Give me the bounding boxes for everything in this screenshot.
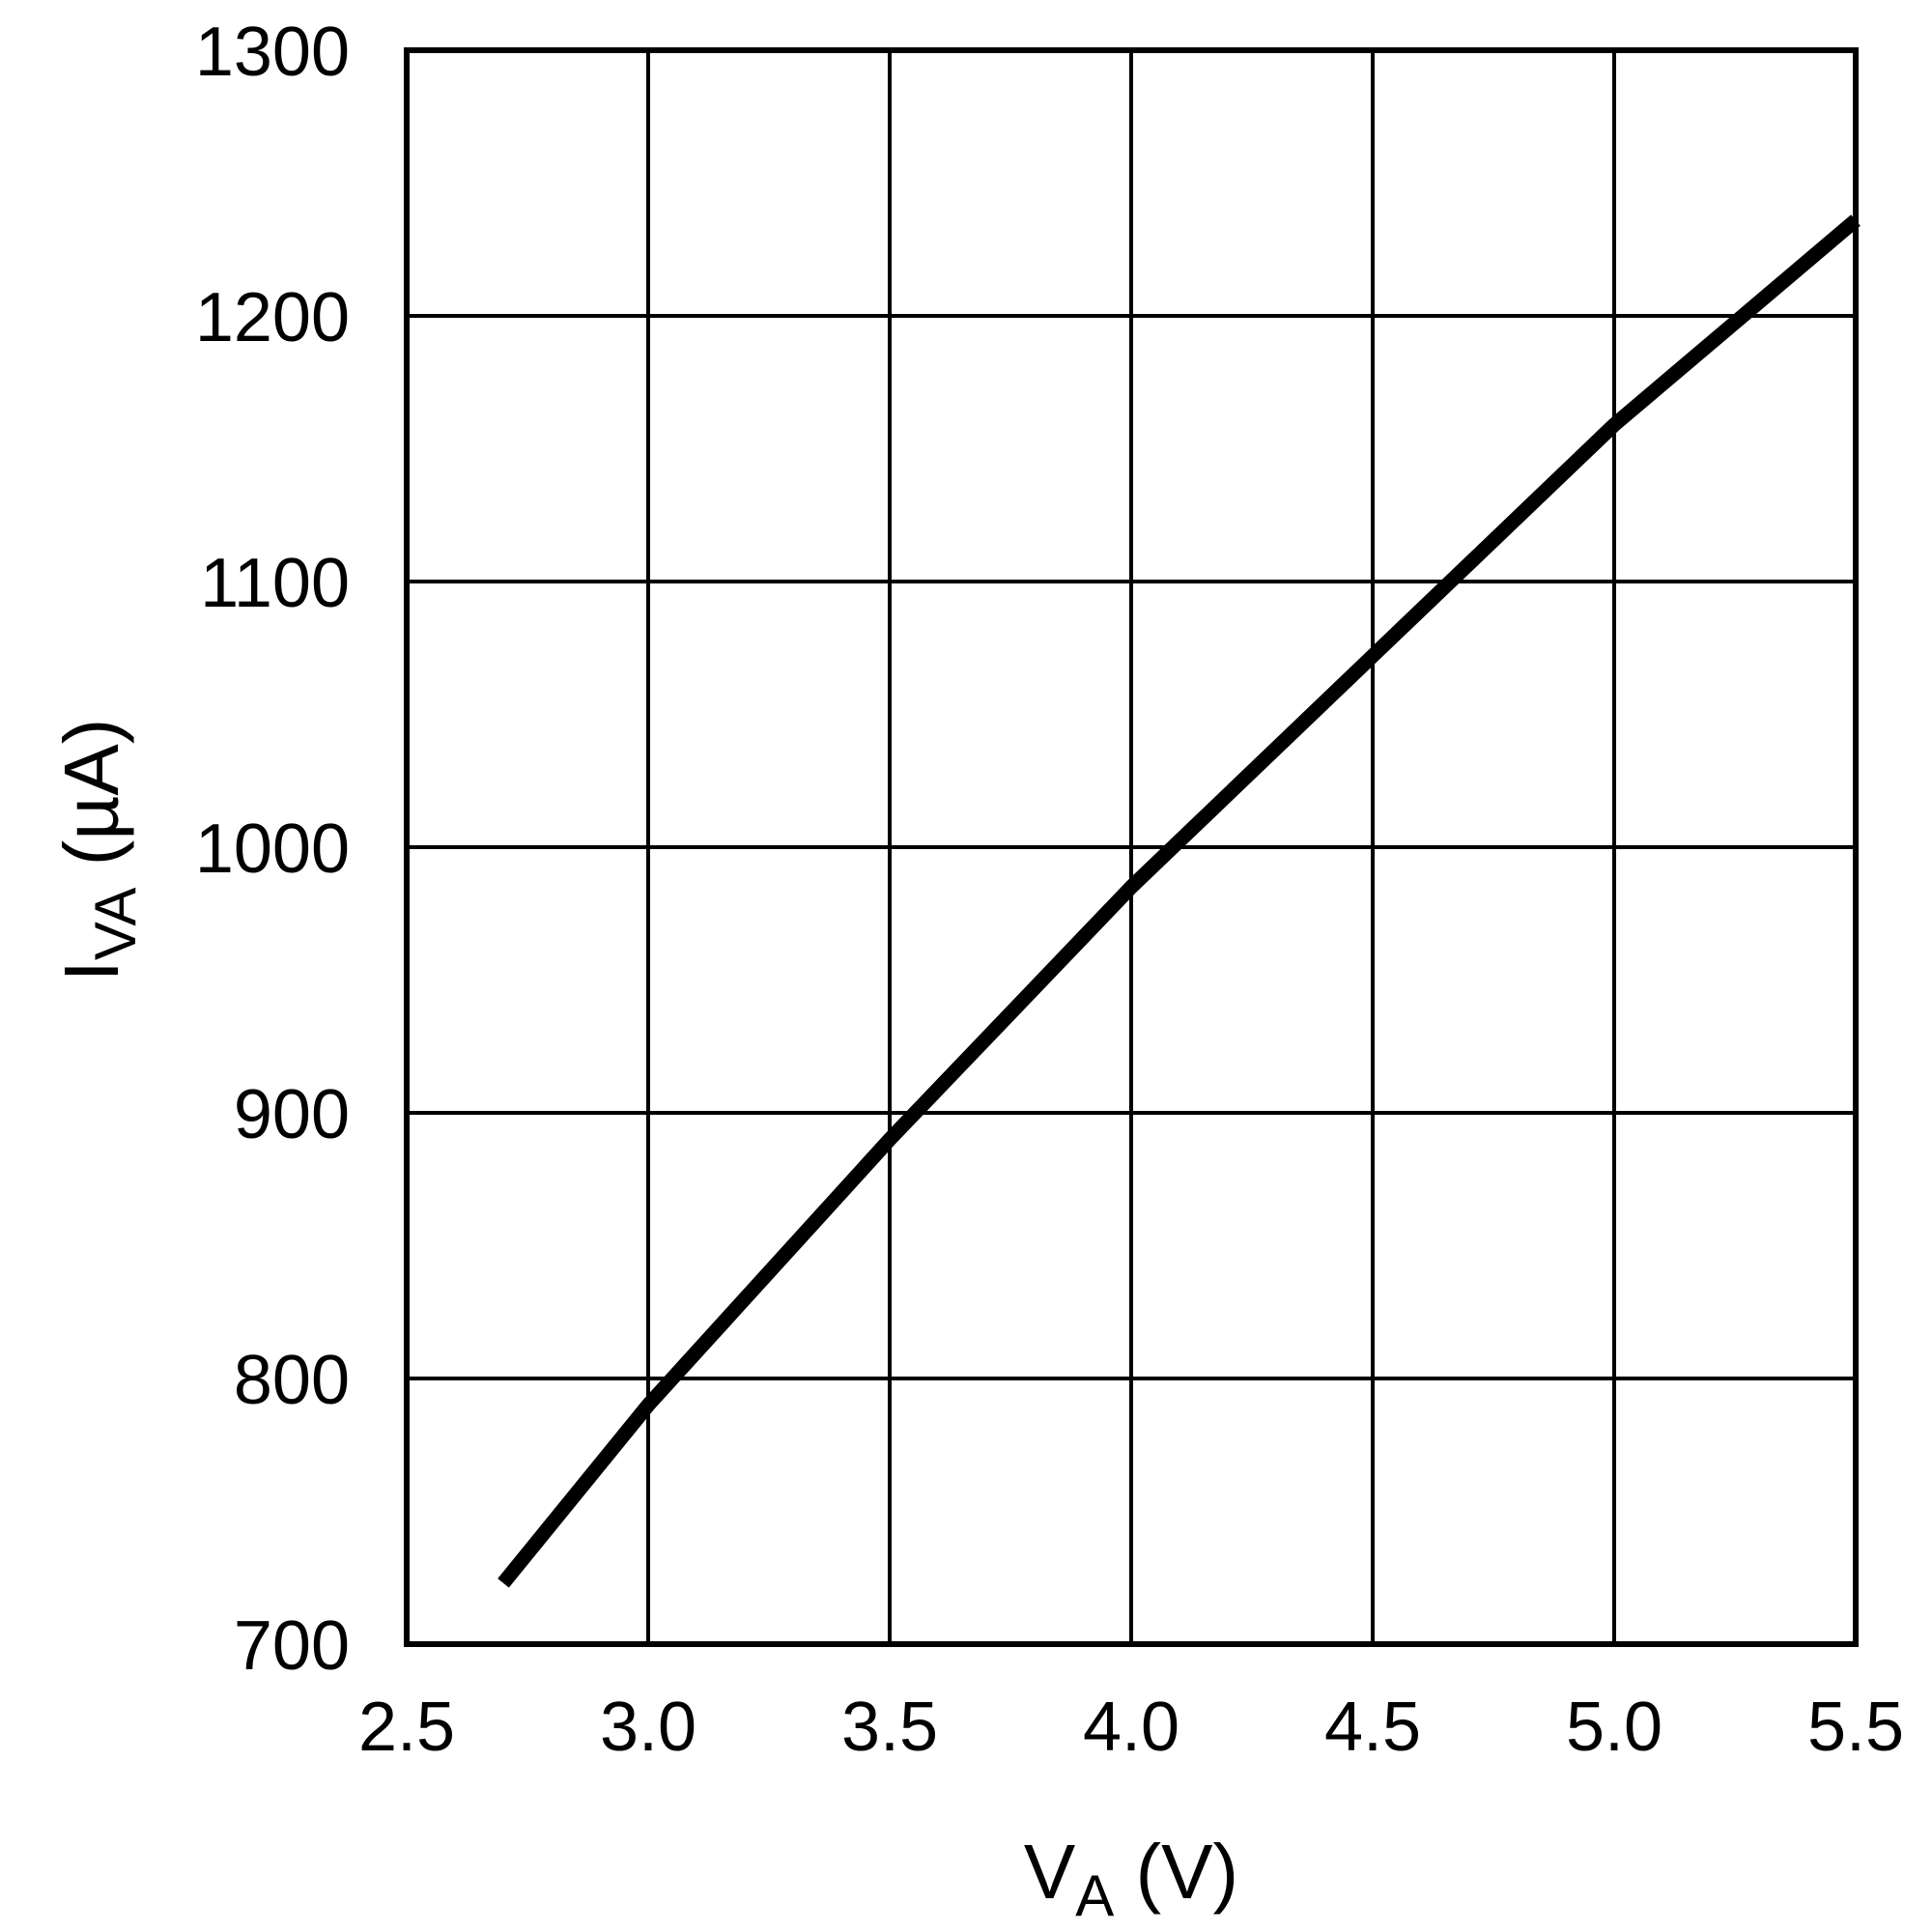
y-tick-label: 900 (234, 1076, 350, 1153)
x-tick-labels: 2.5 3.0 3.5 4.0 4.5 5.0 5.5 (358, 1689, 1904, 1766)
y-tick-label: 700 (234, 1607, 350, 1685)
y-axis-label-main: I (48, 960, 134, 981)
x-axis-label: VA (V) (1024, 1829, 1238, 1928)
x-tick-label: 4.5 (1324, 1689, 1421, 1766)
series-line-0 (497, 214, 1861, 1588)
x-tick-label: 2.5 (358, 1689, 455, 1766)
y-axis-label-sub: VA (83, 888, 148, 961)
y-tick-label: 1100 (200, 545, 350, 622)
series-layer (497, 214, 1861, 1588)
x-axis-label-sub: A (1075, 1863, 1114, 1928)
plot-frame (404, 47, 1859, 1647)
y-axis-label-unit: (µA) (48, 719, 134, 888)
x-axis-label-unit: (V) (1114, 1829, 1238, 1915)
y-tick-label: 800 (234, 1342, 350, 1419)
y-tick-label: 1300 (195, 14, 350, 91)
y-tick-label: 1200 (195, 279, 350, 356)
x-axis-label-main: V (1024, 1829, 1076, 1915)
x-tick-label: 5.0 (1566, 1689, 1662, 1766)
x-tick-label: 3.0 (600, 1689, 696, 1766)
x-tick-label: 5.5 (1807, 1689, 1904, 1766)
y-tick-label: 1000 (195, 810, 350, 888)
y-tick-labels: 700 800 900 1000 1100 1200 1300 (195, 14, 350, 1685)
x-tick-label: 4.0 (1083, 1689, 1179, 1766)
x-tick-label: 3.5 (841, 1689, 938, 1766)
grid-lines (405, 48, 1858, 1646)
y-axis-label: IVA (µA) (48, 719, 148, 982)
